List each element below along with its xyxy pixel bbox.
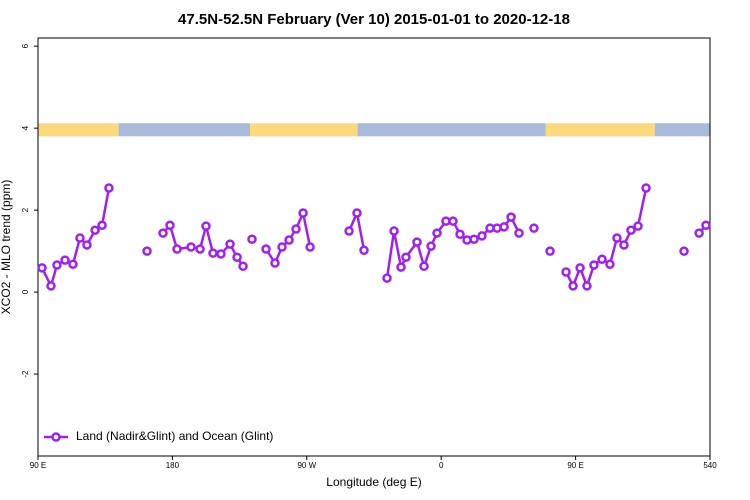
data-point (97, 220, 107, 231)
data-point (208, 248, 218, 258)
data-point (619, 240, 629, 250)
data-point (426, 241, 436, 251)
data-point (499, 222, 509, 232)
data-point (396, 262, 406, 272)
surface-band (654, 123, 710, 137)
data-point (37, 263, 47, 273)
data-point (195, 244, 205, 254)
chart-title: 47.5N-52.5N February (Ver 10) 2015-01-01… (178, 11, 570, 28)
data-point (701, 220, 711, 231)
data-point (641, 183, 651, 193)
data-point (612, 233, 622, 243)
data-point (305, 242, 315, 252)
data-point (582, 281, 592, 291)
data-point (90, 225, 100, 235)
data-point (68, 259, 78, 269)
x-tick-label: 90 E (30, 461, 46, 470)
data-point (284, 235, 294, 245)
data-point (389, 226, 399, 236)
surface-band (545, 123, 655, 137)
data-point (448, 216, 458, 226)
surface-band (118, 123, 251, 137)
surface-band (38, 123, 119, 137)
data-point (172, 244, 182, 254)
plot-frame (37, 37, 711, 457)
data-line (40, 187, 707, 290)
data-point (589, 260, 599, 270)
data-point (238, 261, 248, 272)
y-tick-label: 4 (21, 125, 30, 130)
data-point (455, 229, 465, 240)
x-tick-label: 90 W (297, 461, 316, 470)
data-point (158, 228, 168, 238)
data-point (597, 254, 607, 265)
data-point (506, 212, 516, 222)
data-point (82, 240, 92, 250)
data-point (401, 252, 411, 262)
data-point (142, 246, 152, 256)
data-point (201, 221, 211, 231)
data-point (432, 228, 442, 238)
x-tick-label: 540 (703, 461, 717, 470)
data-point (216, 249, 226, 259)
data-point (679, 246, 689, 256)
data-point (359, 245, 369, 256)
data-point (270, 258, 280, 268)
x-axis-label: Longitude (deg E) (326, 475, 421, 489)
data-point (529, 223, 539, 233)
x-tick-label: 90 E (567, 461, 583, 470)
legend-label: Land (Nadir&Glint) and Ocean (Glint) (76, 429, 273, 443)
data-point (633, 221, 643, 231)
surface-band (357, 123, 546, 137)
data-point (225, 239, 235, 249)
data-point (352, 208, 362, 218)
data-point (60, 255, 70, 265)
data-point (561, 267, 571, 277)
data-point (247, 234, 257, 244)
legend-marker (51, 432, 61, 442)
data-point (277, 242, 287, 252)
y-tick-label: 0 (21, 289, 30, 294)
y-axis-label: XCO2 - MLO trend (ppm) (0, 180, 13, 315)
x-tick-label: 180 (166, 461, 180, 470)
data-point (382, 273, 392, 283)
data-point (477, 231, 487, 241)
data-point (694, 228, 704, 238)
data-point (412, 237, 422, 247)
y-tick-label: 6 (21, 43, 30, 48)
data-point (291, 224, 301, 234)
x-tick-label: 0 (439, 461, 444, 470)
data-point (298, 208, 308, 218)
data-point (545, 246, 555, 256)
data-point (104, 183, 114, 193)
data-point (626, 225, 636, 235)
data-point (469, 234, 479, 244)
data-point (514, 228, 524, 238)
data-point (52, 260, 62, 270)
data-point (568, 281, 578, 291)
y-tick-label: -2 (21, 370, 30, 378)
data-point (261, 244, 271, 254)
y-tick-label: 2 (21, 207, 30, 212)
data-point (575, 263, 585, 273)
data-point (605, 259, 615, 269)
data-point (419, 261, 429, 272)
data-point (165, 220, 175, 231)
data-point (186, 242, 196, 252)
data-point (344, 226, 354, 236)
data-point (232, 252, 242, 262)
data-point (75, 233, 85, 243)
data-point (46, 281, 56, 291)
surface-band (250, 123, 358, 137)
